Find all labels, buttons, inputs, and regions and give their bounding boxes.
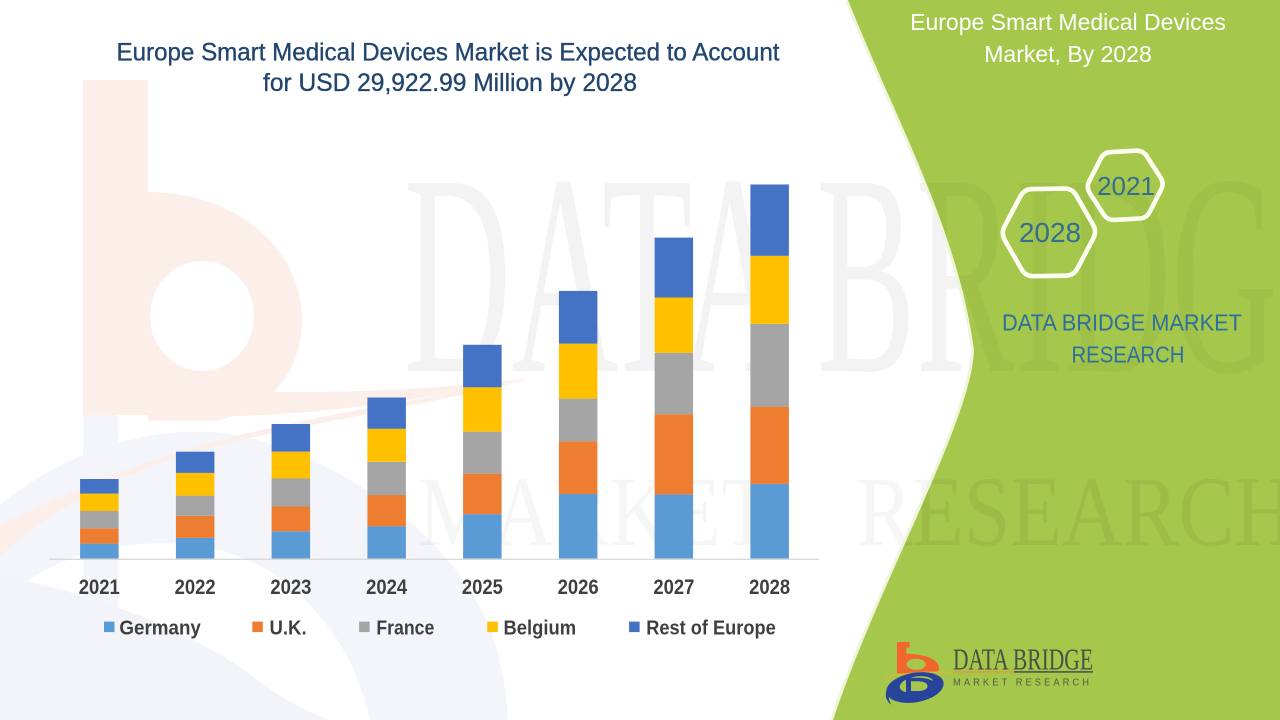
svg-text:France: France [376, 617, 434, 640]
svg-text:RESEARCH: RESEARCH [1072, 342, 1185, 368]
svg-text:2023: 2023 [270, 575, 311, 599]
svg-text:2026: 2026 [558, 575, 599, 599]
svg-text:DATA BRIDGE MARKET: DATA BRIDGE MARKET [1002, 310, 1242, 336]
svg-text:2027: 2027 [653, 575, 694, 599]
svg-text:2028: 2028 [1019, 217, 1081, 248]
svg-text:2024: 2024 [366, 575, 407, 599]
svg-text:Rest of Europe: Rest of Europe [646, 617, 775, 640]
svg-text:Europe Smart Medical Devices M: Europe Smart Medical Devices Market is E… [117, 39, 780, 67]
svg-text:Europe Smart Medical Devices: Europe Smart Medical Devices [910, 9, 1226, 35]
svg-text:U.K.: U.K. [270, 617, 307, 640]
svg-text:2022: 2022 [175, 575, 216, 599]
svg-text:DATA BRIDGE: DATA BRIDGE [953, 642, 1093, 677]
svg-text:2021: 2021 [1097, 171, 1155, 201]
svg-text:2021: 2021 [79, 575, 120, 599]
svg-text:MARKET RESEARCH: MARKET RESEARCH [953, 677, 1092, 689]
svg-text:Market, By 2028: Market, By 2028 [984, 41, 1151, 67]
svg-text:Belgium: Belgium [504, 617, 577, 640]
svg-text:for USD 29,922.99 Million by 2: for USD 29,922.99 Million by 2028 [263, 69, 637, 97]
svg-text:2025: 2025 [462, 575, 503, 599]
svg-text:Germany: Germany [119, 617, 201, 640]
svg-text:2028: 2028 [749, 575, 790, 599]
